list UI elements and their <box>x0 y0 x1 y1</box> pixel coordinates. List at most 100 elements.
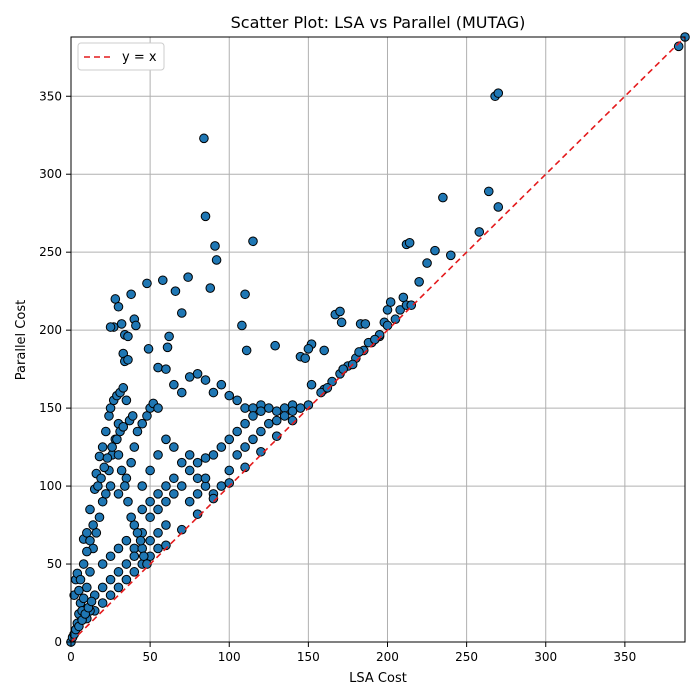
y-tick-label: 50 <box>47 557 62 571</box>
x-tick-label: 50 <box>142 650 157 664</box>
x-axis-label: LSA Cost <box>349 671 407 686</box>
scatter-point <box>256 426 266 437</box>
scatter-point <box>137 481 148 491</box>
scatter-point <box>94 451 105 462</box>
scatter-point <box>210 241 220 251</box>
y-tick-label: 350 <box>39 89 62 103</box>
scatter-point <box>78 593 89 604</box>
scatter-point <box>232 426 242 437</box>
scatter-point <box>113 301 124 312</box>
scatter-point <box>126 289 136 300</box>
x-ticks: 0 50 100 150 200 250 300 350 <box>67 642 636 664</box>
scatter-point <box>335 306 345 317</box>
reference-line-y-equals-x <box>70 36 686 643</box>
scatter-point <box>157 275 168 286</box>
scatter-point <box>224 390 235 401</box>
scatter-point <box>248 236 258 247</box>
scatter-point <box>192 473 203 484</box>
scatter-point <box>483 186 494 197</box>
legend: y = x <box>77 42 165 71</box>
scatter-point <box>113 489 124 499</box>
scatter-point <box>264 403 274 413</box>
scatter-point <box>184 496 195 507</box>
scatter-point <box>200 375 211 385</box>
scatter-point <box>85 535 95 546</box>
scatter-point <box>271 415 282 426</box>
scatter-point <box>153 362 163 373</box>
scatter-point <box>169 442 179 452</box>
scatter-point <box>142 278 152 289</box>
scatter-point <box>205 283 216 293</box>
scatter-point <box>338 364 348 374</box>
scatter-point <box>153 504 163 515</box>
scatter-point <box>99 462 110 473</box>
scatter-point <box>105 590 116 601</box>
scatter-point <box>184 465 195 476</box>
scatter-point <box>279 411 290 421</box>
scatter-point <box>162 342 173 353</box>
scatter-point <box>113 567 124 577</box>
scatter-point <box>85 567 95 577</box>
scatter-point <box>82 582 92 593</box>
scatter-point <box>78 559 89 569</box>
scatter-point <box>104 411 114 421</box>
y-ticks: 0 50 100 150 200 250 300 350 <box>39 89 71 649</box>
scatter-point <box>354 347 364 357</box>
scatter-point <box>97 442 108 452</box>
scatter-point <box>85 504 95 515</box>
scatter-point <box>240 442 250 452</box>
scatter-point <box>430 245 440 256</box>
scatter-point <box>137 418 148 429</box>
scatter-point <box>382 320 393 331</box>
scatter-point <box>248 434 258 445</box>
scatter-point <box>240 289 250 300</box>
scatter-point <box>232 395 242 406</box>
scatter-point <box>129 551 140 562</box>
scatter-point <box>184 372 195 382</box>
scatter-point <box>161 540 171 551</box>
scatter-point <box>97 559 108 569</box>
scatter-point <box>211 255 222 265</box>
x-tick-label: 350 <box>613 650 636 664</box>
scatter-point <box>101 426 111 437</box>
scatter-point <box>385 297 396 307</box>
y-axis-label: Parallel Cost <box>14 300 29 380</box>
scatter-point <box>287 406 298 417</box>
scatter-point <box>199 133 209 144</box>
scatter-point <box>113 582 124 593</box>
scatter-point <box>88 520 98 530</box>
scatter-point <box>118 383 129 393</box>
y-tick-label: 150 <box>39 401 62 415</box>
scatter-point <box>121 473 132 484</box>
legend-label: y = x <box>122 50 157 65</box>
scatter-point <box>493 88 504 98</box>
scatter-point <box>176 457 187 468</box>
scatter-point <box>192 369 203 379</box>
scatter-point <box>105 551 116 562</box>
scatter-point <box>123 496 133 507</box>
scatter-point <box>107 442 117 452</box>
scatter-point <box>105 481 116 491</box>
scatter-point <box>137 504 148 515</box>
scatter-point <box>303 400 314 410</box>
x-tick-label: 150 <box>297 650 320 664</box>
scatter-point <box>224 465 235 476</box>
scatter-point <box>200 211 211 222</box>
y-tick-label: 300 <box>39 167 62 181</box>
legend-box <box>77 42 165 71</box>
y-tick-label: 250 <box>39 245 62 259</box>
scatter-point <box>161 496 171 507</box>
data-points <box>66 32 690 647</box>
scatter-point <box>438 192 448 203</box>
scatter-point <box>200 453 211 463</box>
scatter-point <box>94 512 105 523</box>
scatter-point <box>322 383 333 393</box>
scatter-point <box>145 535 155 546</box>
scatter-point <box>169 379 179 390</box>
scatter-point <box>153 403 163 413</box>
scatter-point <box>101 489 111 499</box>
scatter-point <box>97 582 108 593</box>
scatter-point <box>240 462 250 473</box>
scatter-point <box>248 411 258 421</box>
